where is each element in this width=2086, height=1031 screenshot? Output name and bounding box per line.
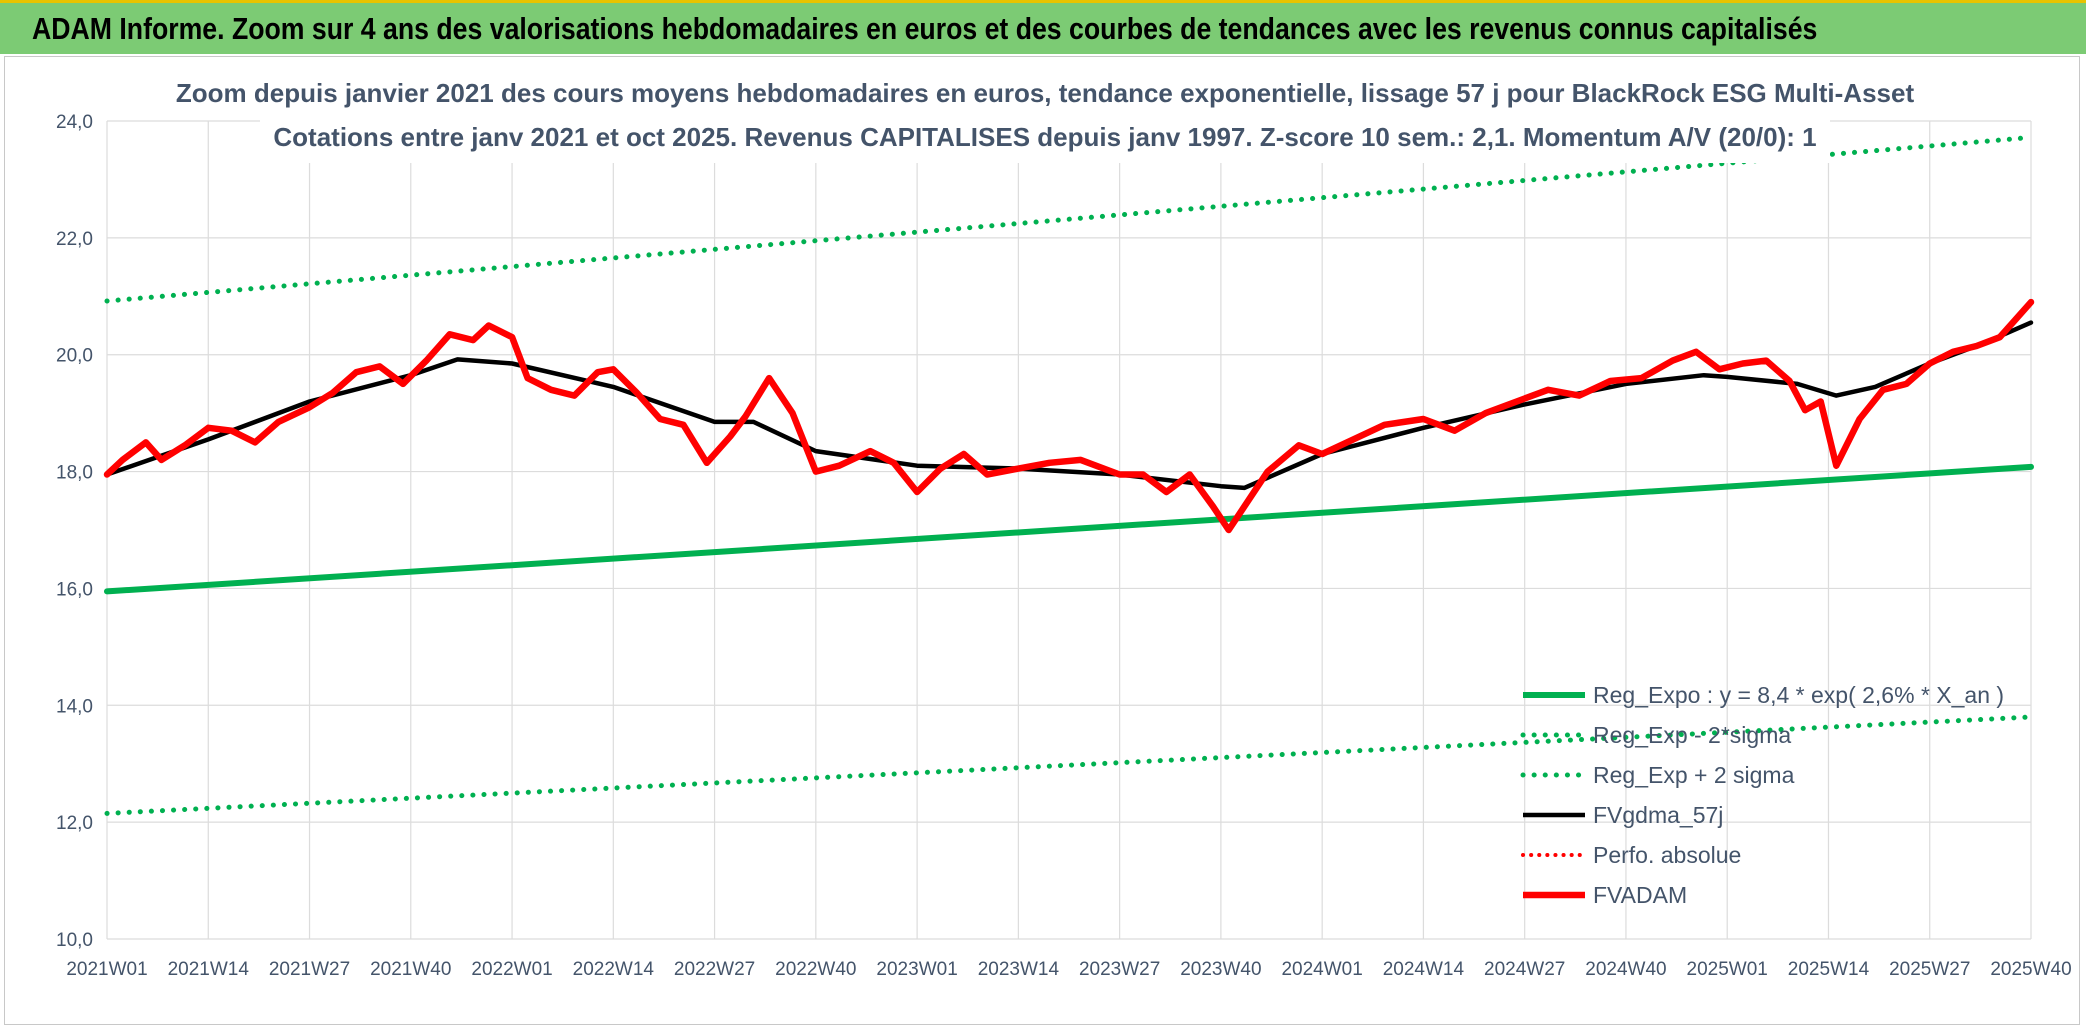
legend-label: Reg_Exp + 2 sigma [1593, 762, 1795, 788]
y-tick-label: 18,0 [56, 463, 93, 484]
legend-label: FVADAM [1593, 882, 1687, 908]
y-tick-label: 16,0 [56, 579, 93, 600]
x-tick-label: 2023W27 [1079, 959, 1160, 980]
y-tick-label: 10,0 [56, 930, 93, 951]
series-line-0 [104, 463, 2034, 595]
x-tick-label: 2022W27 [674, 959, 755, 980]
x-tick-label: 2022W40 [775, 959, 856, 980]
x-tick-label: 2022W01 [471, 959, 552, 980]
x-tick-label: 2024W27 [1484, 959, 1565, 980]
y-tick-label: 20,0 [56, 346, 93, 367]
legend-label: Reg_Exp - 2*sigma [1593, 722, 1791, 748]
x-tick-label: 2023W14 [978, 959, 1060, 980]
price-chart: 10,0 12,0 14,0 16,0 18,0 20,0 22,0 24,0 2021W01 2… [56, 59, 2072, 980]
legend: Reg_Expo : y = 8,4 * exp( 2,6% * X_an ) R… [1520, 682, 2004, 908]
x-tick-label: 2021W14 [168, 959, 250, 980]
chart-title-box [260, 59, 1830, 163]
legend-label: FVgdma_57j [1593, 802, 1723, 828]
x-tick-label: 2024W01 [1281, 959, 1362, 980]
x-tick-label: 2023W01 [876, 959, 957, 980]
x-tick-label: 2025W01 [1687, 959, 1768, 980]
y-tick-label: 12,0 [56, 813, 93, 834]
y-tick-label: 24,0 [56, 112, 93, 133]
chart-frame: 10,0 12,0 14,0 16,0 18,0 20,0 22,0 24,0 2021W01 2… [4, 56, 2080, 1025]
x-tick-label: 2025W27 [1889, 959, 1970, 980]
x-tick-label: 2021W01 [66, 959, 147, 980]
legend-label: Reg_Expo : y = 8,4 * exp( 2,6% * X_an ) [1593, 682, 2004, 708]
series-line-1 [104, 714, 2034, 816]
x-tick-label: 2024W14 [1383, 959, 1465, 980]
y-tick-label: 14,0 [56, 696, 93, 717]
series-line-2 [104, 134, 2034, 304]
chart-title-line2: Cotations entre janv 2021 et oct 2025. R… [273, 122, 1816, 152]
x-tick-label: 2021W40 [370, 959, 451, 980]
x-tick-label: 2024W40 [1585, 959, 1666, 980]
legend-label: Perfo. absolue [1593, 842, 1741, 868]
series-line-5 [103, 298, 2035, 534]
chart-title-line1: Zoom depuis janvier 2021 des cours moyen… [176, 78, 1915, 108]
x-tick-label: 2023W40 [1180, 959, 1261, 980]
x-tick-label: 2025W40 [1990, 959, 2071, 980]
series-line-3 [104, 320, 2034, 491]
y-tick-label: 22,0 [56, 229, 93, 250]
report-header: ADAM Informe. Zoom sur 4 ans des valoris… [0, 0, 2086, 54]
x-tick-label: 2022W14 [573, 959, 655, 980]
x-tick-label: 2025W14 [1788, 959, 1870, 980]
report-title: ADAM Informe. Zoom sur 4 ans des valoris… [32, 11, 1818, 46]
x-tick-label: 2021W27 [269, 959, 350, 980]
